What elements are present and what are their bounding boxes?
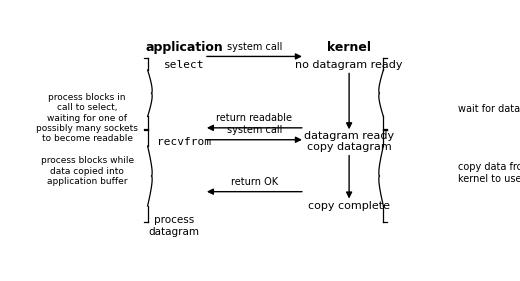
Text: system call: system call	[227, 42, 282, 52]
Text: datagram ready: datagram ready	[304, 132, 394, 142]
Text: kernel: kernel	[327, 41, 371, 54]
Text: process
datagram: process datagram	[148, 216, 199, 237]
Text: no datagram ready: no datagram ready	[295, 60, 403, 70]
Text: return OK: return OK	[231, 177, 278, 187]
Text: copy complete: copy complete	[308, 201, 390, 211]
Text: process blocks in
call to select,
waiting for one of
possibly many sockets
to be: process blocks in call to select, waitin…	[36, 93, 138, 143]
Text: application: application	[145, 41, 223, 54]
Text: system call: system call	[227, 125, 282, 135]
Text: recvfrom: recvfrom	[157, 137, 211, 147]
Text: select: select	[164, 60, 204, 70]
Text: copy data from
kernel to user: copy data from kernel to user	[458, 162, 520, 184]
Text: return readable: return readable	[216, 113, 292, 123]
Text: process blocks while
data copied into
application buffer: process blocks while data copied into ap…	[41, 156, 134, 186]
Text: copy datagram: copy datagram	[307, 142, 392, 152]
Text: wait for data: wait for data	[458, 105, 520, 114]
